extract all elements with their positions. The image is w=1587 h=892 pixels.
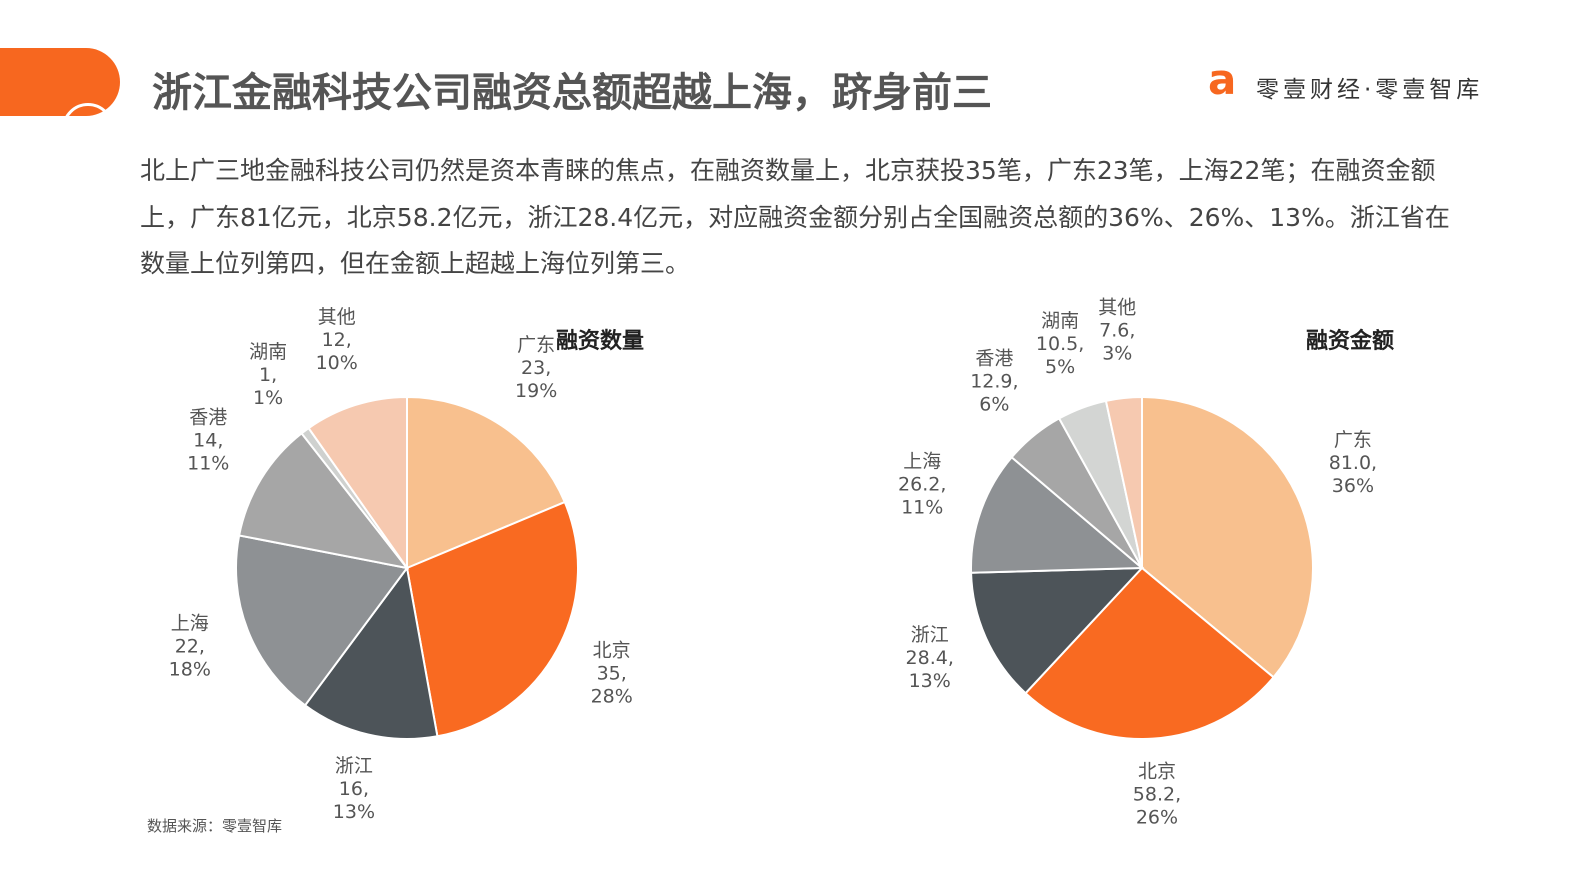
value-label: 58.2, bbox=[1133, 784, 1181, 806]
value-label: 16, bbox=[339, 778, 369, 800]
pie-slice bbox=[1024, 566, 1275, 740]
value-label: 14, bbox=[193, 429, 223, 451]
brand-logo: a bbox=[1208, 55, 1237, 104]
category-label: 上海 bbox=[903, 451, 941, 473]
category-label: 湖南 bbox=[1041, 310, 1079, 332]
share-label: 13% bbox=[333, 801, 375, 823]
description: 北上广三地金融科技公司仍然是资本青睐的焦点，在融资数量上，北京获投35笔，广东2… bbox=[140, 156, 1450, 278]
data-label: 浙江 16, 13% bbox=[333, 755, 375, 823]
category-label: 香港 bbox=[189, 406, 227, 428]
share-label: 3% bbox=[1102, 342, 1132, 364]
source: 数据来源：零壹智库 bbox=[147, 817, 283, 835]
value-label: 7.6, bbox=[1099, 319, 1135, 341]
value-label: 22, bbox=[175, 635, 205, 657]
page-title: 浙江金融科技公司融资总额超越上海，跻身前三 bbox=[152, 70, 992, 116]
data-label: 上海 26.2, 11% bbox=[898, 451, 946, 519]
data-label: 香港 12.9, 6% bbox=[970, 348, 1018, 416]
share-label: 6% bbox=[979, 394, 1009, 416]
category-label: 上海 bbox=[171, 612, 209, 634]
share-label: 19% bbox=[515, 380, 557, 402]
share-label: 11% bbox=[187, 452, 229, 474]
value-label: 23, bbox=[521, 357, 551, 379]
value-label: 28.4, bbox=[906, 647, 954, 669]
share-label: 26% bbox=[1136, 807, 1178, 829]
share-label: 11% bbox=[901, 497, 943, 519]
chart-title: 融资数量 bbox=[556, 328, 644, 354]
data-label: 香港 14, 11% bbox=[187, 406, 229, 474]
value-label: 12, bbox=[322, 329, 352, 351]
value-label: 1, bbox=[259, 364, 277, 386]
data-label: 浙江 28.4, 13% bbox=[906, 624, 954, 692]
share-label: 10% bbox=[316, 352, 358, 374]
category-label: 浙江 bbox=[335, 755, 373, 777]
category-label: 湖南 bbox=[249, 341, 287, 363]
pie-slice bbox=[235, 534, 409, 707]
category-label: 其他 bbox=[318, 306, 356, 328]
header-icon bbox=[62, 103, 114, 155]
category-label: 浙江 bbox=[911, 624, 949, 646]
category-label: 北京 bbox=[593, 639, 631, 661]
value-label: 26.2, bbox=[898, 474, 946, 496]
pie-slice bbox=[1141, 395, 1315, 679]
value-label: 81.0, bbox=[1329, 452, 1377, 474]
header-bar bbox=[0, 48, 120, 155]
value-label: 35, bbox=[597, 662, 627, 684]
share-label: 36% bbox=[1332, 475, 1374, 497]
share-label: 13% bbox=[909, 670, 951, 692]
pie-slice bbox=[1104, 395, 1143, 569]
pie-slice bbox=[970, 455, 1145, 574]
chart-title: 融资金额 bbox=[1306, 328, 1394, 354]
category-label: 其他 bbox=[1098, 296, 1136, 318]
value-label: 10.5, bbox=[1036, 333, 1084, 355]
brand: 零壹财经·零壹智库 bbox=[1256, 77, 1484, 103]
data-label: 其他 7.6, 3% bbox=[1098, 296, 1136, 364]
pie-slice bbox=[303, 565, 439, 740]
data-label: 湖南 10.5, 5% bbox=[1036, 310, 1084, 378]
data-label: 广东 81.0, 36% bbox=[1329, 429, 1377, 497]
share-label: 1% bbox=[253, 387, 283, 409]
category-label: 广东 bbox=[517, 334, 555, 356]
pie-slice bbox=[237, 431, 410, 570]
category-label: 广东 bbox=[1334, 429, 1372, 451]
data-label: 上海 22, 18% bbox=[169, 612, 211, 680]
share-label: 5% bbox=[1045, 356, 1075, 378]
pie-slice bbox=[405, 500, 579, 738]
data-label: 湖南 1, 1% bbox=[249, 341, 287, 409]
data-label: 其他 12, 10% bbox=[316, 306, 358, 374]
pie-slice bbox=[307, 395, 408, 572]
pie-slice bbox=[970, 566, 1145, 695]
category-label: 北京 bbox=[1138, 761, 1176, 783]
category-label: 香港 bbox=[975, 348, 1013, 370]
pie-slice bbox=[406, 395, 567, 570]
share-label: 18% bbox=[169, 658, 211, 680]
data-label: 广东 23, 19% bbox=[515, 334, 557, 402]
data-label: 北京 35, 28% bbox=[591, 639, 633, 707]
value-label: 12.9, bbox=[970, 371, 1018, 393]
data-label: 北京 58.2, 26% bbox=[1133, 761, 1181, 829]
share-label: 28% bbox=[591, 685, 633, 707]
